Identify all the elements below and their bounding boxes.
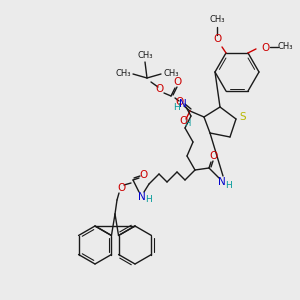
- Text: CH₃: CH₃: [137, 50, 153, 59]
- Text: N: N: [218, 177, 226, 187]
- Text: H: H: [172, 103, 179, 112]
- Text: O: O: [139, 170, 147, 180]
- Text: O: O: [209, 151, 217, 161]
- Text: S: S: [240, 112, 246, 122]
- Text: H: H: [146, 196, 152, 205]
- Text: O: O: [175, 97, 183, 107]
- Text: CH₃: CH₃: [209, 15, 225, 24]
- Text: O: O: [214, 34, 222, 44]
- Text: CH₃: CH₃: [115, 70, 131, 79]
- Text: CH₃: CH₃: [163, 70, 179, 79]
- Text: N: N: [179, 99, 187, 109]
- Text: O: O: [179, 116, 187, 126]
- Text: CH₃: CH₃: [277, 42, 293, 51]
- Text: H: H: [226, 181, 232, 190]
- Text: O: O: [262, 43, 270, 53]
- Text: O: O: [117, 183, 125, 193]
- Text: O: O: [174, 77, 182, 87]
- Text: N: N: [138, 192, 146, 202]
- Text: H: H: [184, 119, 190, 128]
- Text: O: O: [156, 84, 164, 94]
